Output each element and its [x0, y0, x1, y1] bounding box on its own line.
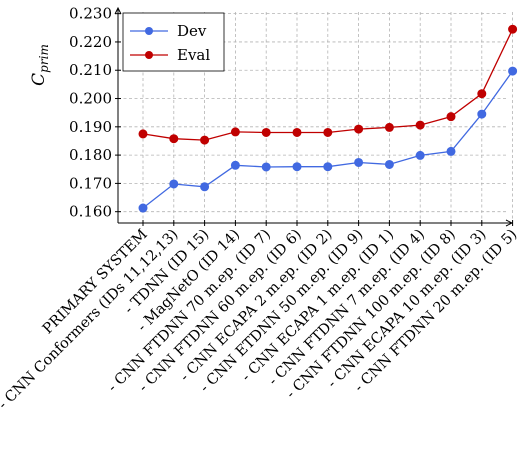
y-tick-label: 0.220: [69, 33, 112, 51]
series-eval-point: [261, 127, 271, 137]
series-eval-point: [200, 135, 210, 145]
y-tick-label: 0.180: [69, 146, 112, 164]
series-dev-point: [138, 203, 148, 213]
series-dev-point: [508, 66, 518, 76]
series-dev-point: [200, 182, 210, 192]
legend-dev-marker: [145, 27, 153, 35]
series-eval-point: [446, 112, 456, 122]
series-eval-point: [230, 127, 240, 137]
series-eval-point: [354, 124, 364, 134]
series-dev-point: [477, 109, 487, 119]
y-tick-label: 0.160: [69, 203, 112, 221]
series-layer: [138, 24, 518, 213]
series-eval-point: [292, 127, 302, 137]
series-eval-point: [415, 120, 425, 130]
series-dev-point: [230, 160, 240, 170]
tick-labels: 0.160 0.170 0.180 0.190 0.200 0.210 0.220 0.230…: [0, 5, 520, 413]
axes: [114, 6, 514, 227]
series-eval-point: [384, 122, 394, 132]
series-eval-point: [508, 24, 518, 34]
y-tick-label: 0.210: [69, 61, 112, 79]
legend-box: [122, 12, 225, 72]
series-dev-point: [384, 159, 394, 169]
y-axis-arrow: [114, 6, 122, 15]
y-tick-label: 0.190: [69, 118, 112, 136]
series-dev-point: [415, 150, 425, 160]
legend: Dev Eval: [122, 12, 225, 72]
x-axis-arrow: [505, 219, 514, 227]
y-tick-label: 0.170: [69, 174, 112, 192]
series-eval-point: [169, 134, 179, 144]
legend-dev-label: Dev: [177, 22, 207, 40]
series-dev-point: [446, 146, 456, 156]
legend-eval-label: Eval: [177, 46, 210, 64]
y-axis-label: Cprim: [29, 44, 51, 86]
grid: [118, 12, 513, 223]
series-dev-point: [292, 162, 302, 172]
y-tick-label: 0.200: [69, 90, 112, 108]
y-tick-label: 0.230: [69, 5, 112, 23]
legend-eval-marker: [145, 51, 153, 59]
series-dev-point: [261, 162, 271, 172]
series-dev-point: [169, 179, 179, 189]
series-eval-point: [138, 129, 148, 139]
series-eval-point: [323, 127, 333, 137]
series-eval-point: [477, 89, 487, 99]
series-dev-point: [323, 162, 333, 172]
series-dev-point: [354, 157, 364, 167]
